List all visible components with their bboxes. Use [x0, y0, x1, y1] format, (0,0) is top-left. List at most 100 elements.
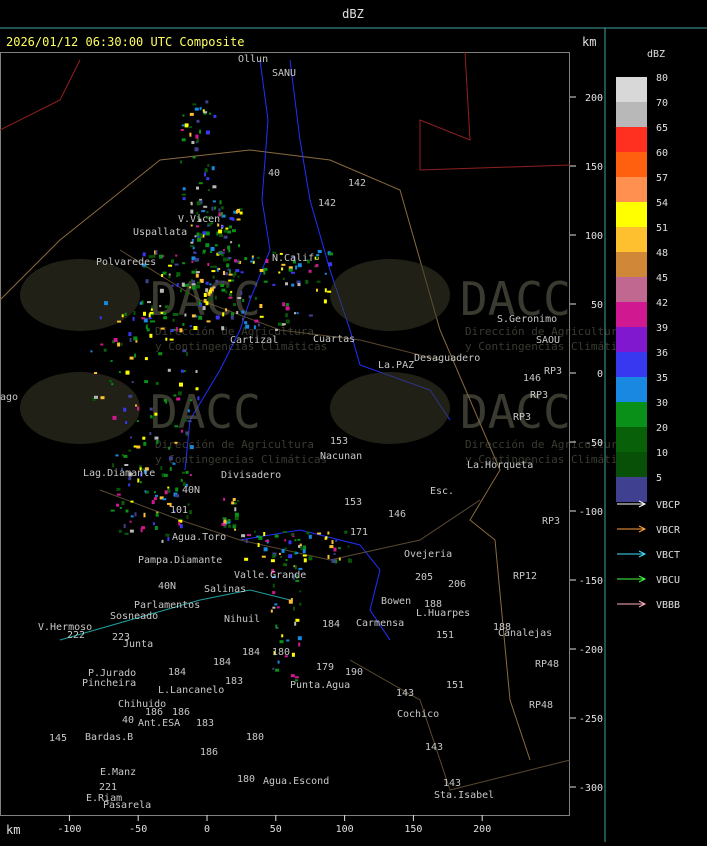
place-label: 183 — [225, 676, 243, 687]
place-label: 151 — [436, 630, 454, 641]
echo — [272, 576, 277, 579]
echo — [190, 224, 193, 227]
echo — [125, 509, 129, 513]
echo — [165, 533, 170, 537]
echo — [212, 185, 217, 189]
echo — [191, 283, 196, 286]
place-label: La.PAZ — [378, 360, 414, 371]
echo — [331, 540, 334, 545]
echo — [229, 217, 234, 220]
place-label: V.Vicen — [178, 214, 220, 225]
place-label: 221 — [99, 782, 117, 793]
radar-arrowhead — [638, 500, 647, 508]
echo — [323, 299, 327, 304]
echo — [207, 224, 210, 227]
echo — [161, 473, 165, 478]
echo — [206, 211, 209, 214]
watermark-logo — [330, 372, 450, 444]
echo — [272, 667, 275, 670]
echo — [113, 338, 118, 342]
echo — [180, 369, 184, 373]
watermark-line: Dirección de Agricultura — [155, 438, 314, 451]
echo — [276, 606, 280, 609]
echo — [132, 316, 135, 321]
echo — [253, 325, 256, 330]
unit-top: km — [582, 35, 596, 49]
echo — [180, 478, 183, 482]
place-label: 188 — [424, 599, 442, 610]
echo — [159, 305, 162, 308]
echo — [283, 563, 288, 567]
echo — [147, 301, 151, 304]
echo — [299, 543, 302, 546]
echo — [190, 245, 194, 248]
place-label: Nihuil — [224, 614, 260, 625]
echo — [275, 328, 278, 331]
echo — [148, 317, 152, 320]
echo — [168, 264, 173, 267]
echo — [276, 627, 279, 629]
echo — [130, 500, 134, 503]
echo — [196, 186, 199, 190]
legend-label: 30 — [656, 398, 668, 409]
echo — [150, 415, 153, 419]
place-label: 179 — [316, 662, 334, 673]
echo — [231, 279, 235, 282]
echo — [229, 269, 231, 274]
echo — [241, 310, 245, 314]
road — [349, 659, 571, 791]
echo — [221, 225, 225, 228]
echo — [187, 503, 190, 506]
place-label: Pincheira — [82, 678, 136, 689]
place-label: 146 — [523, 373, 541, 384]
echo — [211, 166, 215, 171]
echo — [186, 283, 189, 287]
echo — [232, 502, 237, 505]
echo — [256, 535, 261, 538]
place-label: Cartizal — [230, 335, 278, 346]
echo — [231, 501, 235, 505]
legend-label: 51 — [656, 223, 668, 234]
echo — [169, 502, 172, 507]
place-label: Nacunan — [320, 451, 362, 462]
echo — [236, 218, 241, 221]
place-label: Ollun — [238, 54, 268, 65]
place-label: 206 — [448, 579, 466, 590]
echo — [142, 252, 146, 257]
echo — [164, 305, 169, 309]
echo — [135, 404, 137, 407]
echo — [175, 327, 178, 332]
echo — [229, 225, 233, 229]
legend-label: 10 — [656, 448, 668, 459]
echo — [173, 510, 176, 513]
echo — [189, 474, 192, 476]
echo — [231, 312, 234, 316]
echo — [298, 642, 301, 647]
echo — [112, 463, 115, 468]
echo — [230, 241, 233, 244]
echo — [182, 187, 186, 191]
echo — [275, 668, 280, 672]
legend-label: 42 — [656, 298, 668, 309]
echo — [208, 289, 212, 294]
place-label: Ant.ESA — [138, 718, 180, 729]
echo — [248, 295, 251, 299]
place-label: Sta.Isabel — [434, 790, 494, 801]
place-label: Parlamentos — [134, 600, 200, 611]
echo — [118, 371, 121, 374]
echo — [129, 520, 132, 523]
echo — [159, 496, 164, 500]
echo — [137, 406, 139, 411]
echo — [263, 280, 268, 283]
legend-swatch — [616, 352, 647, 377]
echo — [234, 271, 237, 276]
echo — [198, 315, 203, 320]
place-label: S.Geronimo — [497, 314, 557, 325]
place-label: 142 — [348, 178, 366, 189]
echo — [288, 599, 293, 604]
echo — [192, 103, 197, 106]
echo — [281, 634, 284, 638]
echo — [295, 575, 298, 579]
echo — [237, 500, 240, 502]
echo — [167, 488, 171, 493]
